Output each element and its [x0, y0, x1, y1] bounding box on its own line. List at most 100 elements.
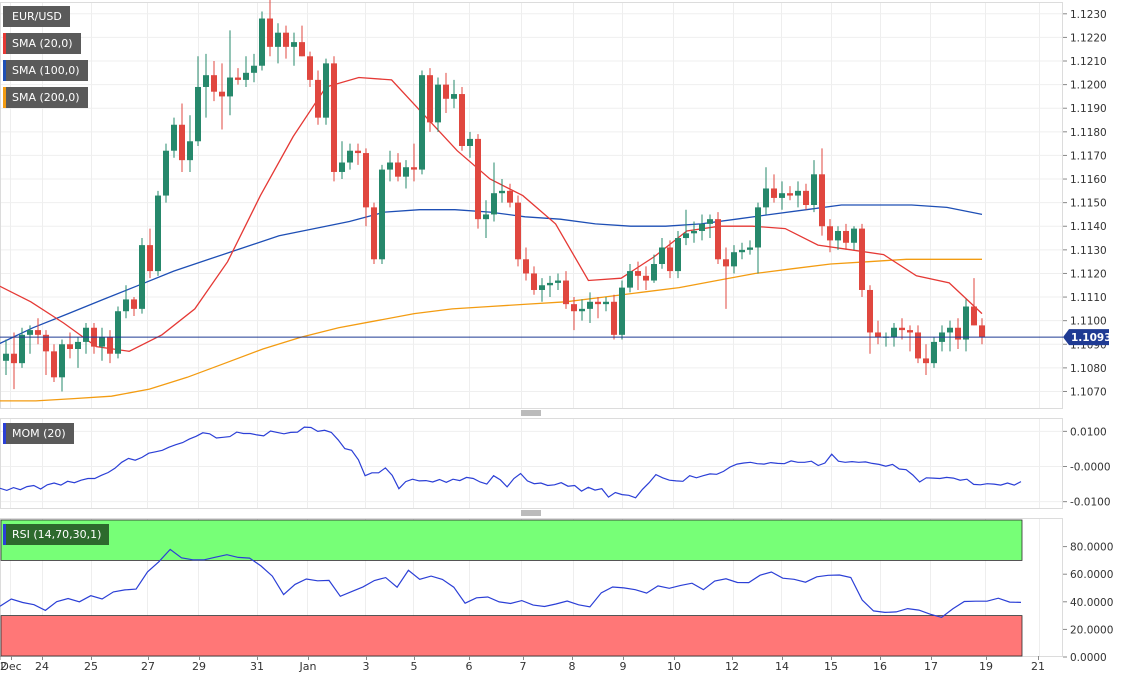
candle[interactable]: [123, 285, 129, 319]
candle[interactable]: [179, 103, 185, 172]
candle[interactable]: [787, 186, 793, 201]
candle[interactable]: [963, 299, 969, 352]
candle[interactable]: [555, 273, 561, 290]
candle[interactable]: [339, 141, 345, 180]
candle[interactable]: [923, 344, 929, 375]
candle[interactable]: [971, 278, 977, 326]
candle[interactable]: [899, 318, 905, 340]
candle[interactable]: [211, 61, 217, 102]
candle[interactable]: [99, 327, 105, 361]
candle[interactable]: [419, 70, 425, 175]
candle[interactable]: [915, 325, 921, 364]
candle[interactable]: [875, 320, 881, 345]
candle[interactable]: [595, 297, 601, 319]
legend-sma20[interactable]: SMA (20,0): [3, 33, 81, 54]
candle[interactable]: [811, 160, 817, 213]
candle[interactable]: [259, 11, 265, 71]
candle[interactable]: [355, 143, 361, 165]
candle[interactable]: [763, 167, 769, 215]
candle[interactable]: [547, 275, 553, 298]
candle[interactable]: [459, 86, 465, 151]
candle[interactable]: [515, 195, 521, 267]
candle[interactable]: [347, 143, 353, 170]
candle[interactable]: [619, 280, 625, 340]
candle[interactable]: [827, 219, 833, 253]
candle[interactable]: [291, 32, 297, 66]
candle[interactable]: [75, 337, 81, 368]
candle[interactable]: [307, 51, 313, 87]
candle[interactable]: [227, 30, 233, 116]
candle[interactable]: [627, 264, 633, 293]
candle[interactable]: [315, 70, 321, 125]
candle[interactable]: [155, 190, 161, 276]
candle[interactable]: [667, 240, 673, 279]
legend-sma200[interactable]: SMA (200,0): [3, 87, 88, 108]
candle[interactable]: [275, 23, 281, 64]
candle[interactable]: [387, 150, 393, 182]
candle[interactable]: [243, 56, 249, 87]
candle[interactable]: [931, 337, 937, 368]
candle[interactable]: [395, 153, 401, 182]
legend-sma100[interactable]: SMA (100,0): [3, 60, 88, 81]
candle[interactable]: [147, 228, 153, 279]
candle[interactable]: [499, 179, 505, 203]
candle[interactable]: [411, 143, 417, 182]
candle[interactable]: [571, 297, 577, 331]
candle[interactable]: [587, 292, 593, 324]
candle[interactable]: [979, 318, 985, 345]
candle[interactable]: [59, 339, 65, 392]
candle[interactable]: [651, 254, 657, 283]
candle[interactable]: [115, 306, 121, 359]
candle[interactable]: [699, 214, 705, 241]
candle[interactable]: [955, 318, 961, 349]
candle[interactable]: [371, 202, 377, 265]
candle[interactable]: [35, 318, 41, 345]
candle[interactable]: [467, 131, 473, 158]
candle[interactable]: [171, 117, 177, 158]
candle[interactable]: [523, 247, 529, 281]
candle[interactable]: [163, 143, 169, 203]
candle[interactable]: [643, 266, 649, 290]
candle[interactable]: [491, 162, 497, 222]
candle[interactable]: [83, 323, 89, 354]
candle[interactable]: [779, 181, 785, 210]
pane-resize-handle[interactable]: [521, 510, 541, 516]
candle[interactable]: [11, 332, 17, 390]
candle[interactable]: [795, 181, 801, 208]
candle[interactable]: [947, 320, 953, 352]
candle[interactable]: [139, 238, 145, 314]
candle[interactable]: [451, 79, 457, 109]
candle[interactable]: [131, 297, 137, 316]
candle[interactable]: [539, 278, 545, 302]
candle[interactable]: [731, 245, 737, 274]
candle[interactable]: [379, 164, 385, 265]
candle[interactable]: [843, 223, 849, 250]
candle[interactable]: [579, 299, 585, 321]
candle[interactable]: [715, 212, 721, 265]
candle[interactable]: [675, 230, 681, 279]
legend-mom[interactable]: MOM (20): [3, 423, 74, 444]
pane-resize-handle[interactable]: [521, 410, 541, 416]
candle[interactable]: [659, 238, 665, 269]
candle[interactable]: [299, 25, 305, 57]
candle[interactable]: [563, 271, 569, 309]
candle[interactable]: [867, 285, 873, 354]
candle[interactable]: [219, 63, 225, 130]
candle[interactable]: [859, 223, 865, 298]
candle[interactable]: [251, 53, 257, 83]
candle[interactable]: [707, 214, 713, 239]
candle[interactable]: [443, 72, 449, 113]
candle[interactable]: [691, 221, 697, 243]
candle[interactable]: [907, 325, 913, 352]
candle[interactable]: [267, 0, 273, 57]
candle[interactable]: [187, 115, 193, 172]
candle[interactable]: [427, 68, 433, 132]
candle[interactable]: [803, 183, 809, 210]
candle[interactable]: [107, 330, 113, 364]
candle[interactable]: [403, 160, 409, 189]
candle[interactable]: [603, 297, 609, 312]
candle[interactable]: [475, 134, 481, 229]
candle[interactable]: [771, 174, 777, 203]
candle[interactable]: [435, 77, 441, 132]
